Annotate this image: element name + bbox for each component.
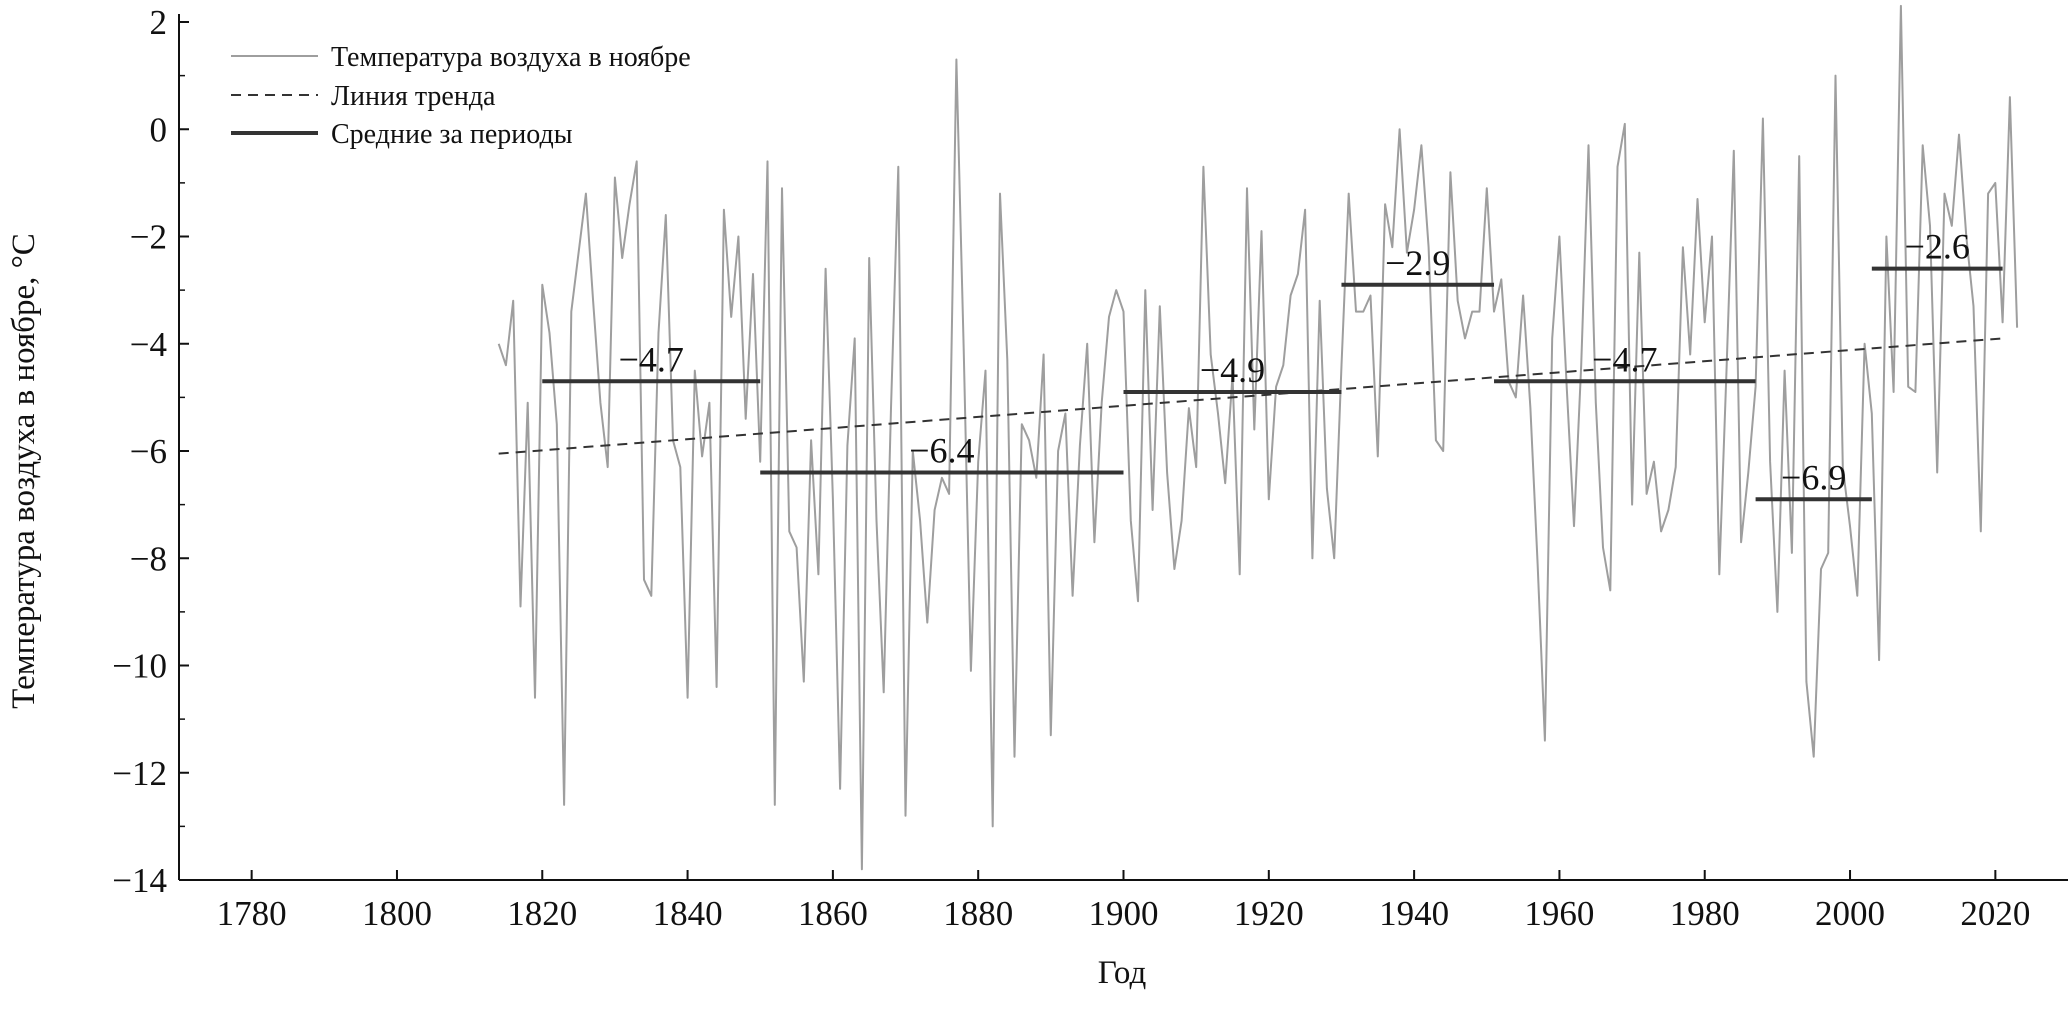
y-tick-label: −14	[112, 861, 167, 900]
period-mean-label: −2.6	[1905, 227, 1970, 267]
y-axis: 2 0 −2 −4 −6 −8 −10 −12 −14	[112, 3, 189, 900]
period-mean-label: −6.4	[909, 430, 974, 470]
y-tick-label: 0	[150, 110, 168, 149]
y-tick-label: −4	[130, 325, 167, 364]
y-tick-label: −12	[112, 754, 167, 793]
period-mean-label: −4.7	[1592, 339, 1657, 379]
x-tick-label: 1980	[1670, 894, 1740, 933]
y-tick-label: −6	[130, 432, 167, 471]
legend: Температура воздуха в ноябре Линия тренд…	[231, 42, 691, 150]
trend-line	[498, 337, 2003, 455]
x-tick-label: 1960	[1524, 894, 1594, 933]
x-tick-label: 1900	[1089, 894, 1159, 933]
period-mean-label: −6.9	[1781, 457, 1846, 497]
x-tick-label: 1920	[1234, 894, 1304, 933]
temperature-series	[497, 4, 2019, 871]
y-tick-label: −2	[130, 218, 167, 257]
y-tick-label: 2	[150, 3, 168, 42]
period-means-group: −4.7 −6.4 −4.9 −2.9 −4.7 −6.9 −2.6	[542, 227, 2003, 502]
y-tick-label: −8	[130, 539, 167, 578]
x-tick-label: 1880	[943, 894, 1013, 933]
trend-line-group	[498, 337, 2003, 455]
x-axis-title: Год	[1098, 955, 1147, 991]
x-tick-label: 2020	[1960, 894, 2030, 933]
period-mean-label: −4.7	[619, 339, 684, 379]
legend-label-trend: Линия тренда	[331, 81, 496, 112]
x-tick-label: 1780	[217, 894, 287, 933]
y-tick-label: −10	[112, 647, 167, 686]
x-tick-label: 2000	[1815, 894, 1885, 933]
x-tick-label: 1860	[798, 894, 868, 933]
legend-label-periods: Средние за периоды	[331, 119, 573, 150]
x-tick-label: 1820	[507, 894, 577, 933]
x-tick-label: 1800	[362, 894, 432, 933]
x-axis: 1780 1800 1820 1840 1860 1880 1900 1920 1940 1960…	[179, 870, 2068, 933]
x-tick-label: 1940	[1379, 894, 1449, 933]
x-tick-label: 1840	[653, 894, 723, 933]
y-axis-title: Температура воздуха в ноябре, °C	[6, 233, 42, 709]
period-mean-label: −4.9	[1200, 350, 1265, 390]
temperature-series-line	[497, 4, 2019, 871]
legend-label-temperature: Температура воздуха в ноябре	[331, 42, 691, 73]
period-mean-label: −2.9	[1385, 243, 1450, 283]
